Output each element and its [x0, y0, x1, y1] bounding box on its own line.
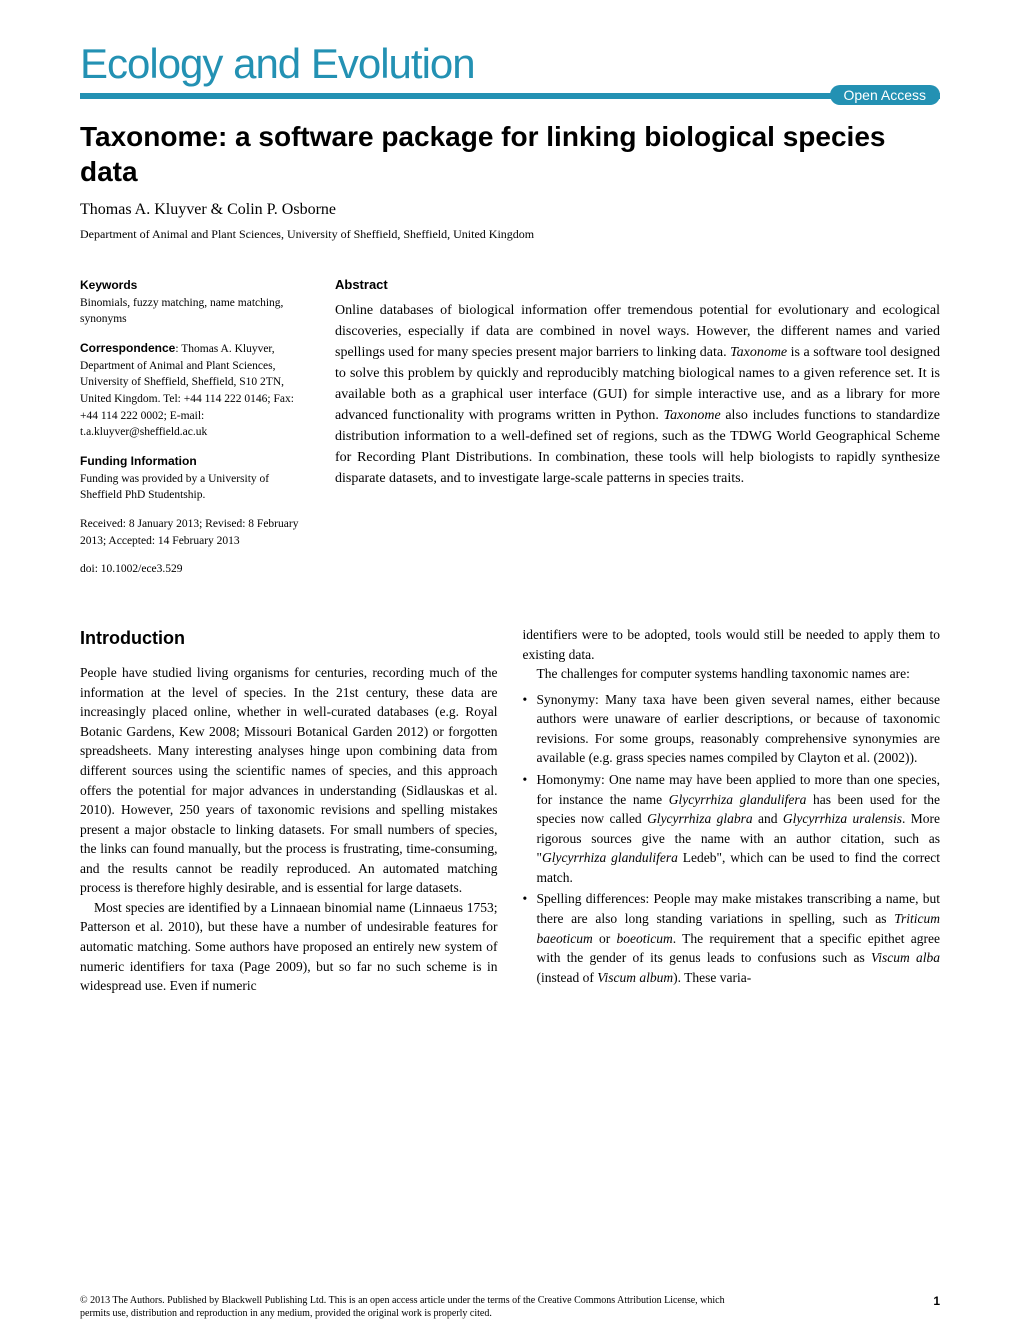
footer: © 2013 The Authors. Published by Blackwe… [80, 1294, 940, 1320]
funding-label: Funding Information [80, 454, 197, 468]
correspondence-label: Correspondence [80, 341, 175, 355]
introduction-heading: Introduction [80, 625, 498, 651]
metadata-abstract-row: Keywords Binomials, fuzzy matching, name… [80, 277, 940, 590]
list-item: Homonymy: One name may have been applied… [523, 770, 941, 887]
footer-page-number: 1 [933, 1294, 940, 1320]
abstract-column: Abstract Online databases of biological … [335, 277, 940, 590]
affiliation: Department of Animal and Plant Sciences,… [80, 227, 940, 242]
footer-copyright: © 2013 The Authors. Published by Blackwe… [80, 1294, 725, 1320]
header-bar [80, 93, 940, 99]
abstract-text: Online databases of biological informati… [335, 300, 940, 489]
open-access-badge: Open Access [830, 85, 941, 105]
keywords-text: Binomials, fuzzy matching, name matching… [80, 297, 283, 326]
challenges-list: Synonymy: Many taxa have been given seve… [523, 690, 941, 987]
body-column-left: Introduction People have studied living … [80, 625, 498, 996]
body-column-right: identifiers were to be adopted, tools wo… [523, 625, 941, 996]
intro-para-1: People have studied living organisms for… [80, 663, 498, 898]
body-columns: Introduction People have studied living … [80, 625, 940, 996]
article-title: Taxonome: a software package for linking… [80, 119, 940, 189]
doi-text: doi: 10.1002/ece3.529 [80, 561, 305, 578]
intro-para-3: identifiers were to be adopted, tools wo… [523, 625, 941, 664]
list-item: Synonymy: Many taxa have been given seve… [523, 690, 941, 768]
journal-title: Ecology and Evolution [80, 40, 940, 88]
intro-para-4: The challenges for computer systems hand… [523, 664, 941, 684]
intro-para-2: Most species are identified by a Linnaea… [80, 898, 498, 996]
abstract-label: Abstract [335, 277, 940, 292]
metadata-column: Keywords Binomials, fuzzy matching, name… [80, 277, 305, 590]
keywords-label: Keywords [80, 278, 137, 292]
funding-text: Funding was provided by a University of … [80, 473, 269, 502]
list-item: Spelling differences: People may make mi… [523, 889, 941, 987]
dates-text: Received: 8 January 2013; Revised: 8 Feb… [80, 516, 305, 549]
authors: Thomas A. Kluyver & Colin P. Osborne [80, 201, 940, 219]
correspondence-text: : Thomas A. Kluyver, Department of Anima… [80, 343, 294, 438]
journal-header: Ecology and Evolution Open Access [80, 40, 940, 99]
